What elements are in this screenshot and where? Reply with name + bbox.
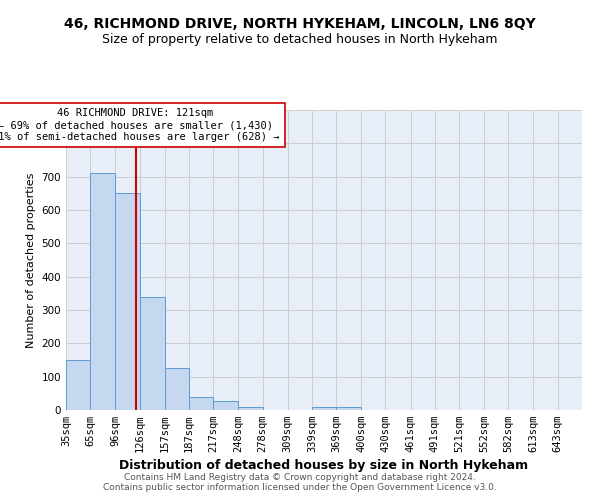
Bar — [140, 296, 164, 410]
Bar — [115, 194, 140, 410]
Y-axis label: Number of detached properties: Number of detached properties — [26, 172, 36, 348]
Text: 46 RICHMOND DRIVE: 121sqm
← 69% of detached houses are smaller (1,430)
31% of se: 46 RICHMOND DRIVE: 121sqm ← 69% of detac… — [0, 108, 280, 142]
Bar — [66, 360, 90, 410]
Bar — [90, 174, 115, 410]
Text: Size of property relative to detached houses in North Hykeham: Size of property relative to detached ho… — [102, 32, 498, 46]
Bar — [164, 368, 189, 410]
Text: Contains HM Land Registry data © Crown copyright and database right 2024.: Contains HM Land Registry data © Crown c… — [124, 474, 476, 482]
Bar — [238, 408, 263, 410]
Bar — [213, 401, 238, 410]
Bar — [189, 396, 213, 410]
Bar — [312, 408, 336, 410]
Bar — [336, 408, 361, 410]
X-axis label: Distribution of detached houses by size in North Hykeham: Distribution of detached houses by size … — [119, 460, 529, 472]
Text: 46, RICHMOND DRIVE, NORTH HYKEHAM, LINCOLN, LN6 8QY: 46, RICHMOND DRIVE, NORTH HYKEHAM, LINCO… — [64, 18, 536, 32]
Text: Contains public sector information licensed under the Open Government Licence v3: Contains public sector information licen… — [103, 484, 497, 492]
